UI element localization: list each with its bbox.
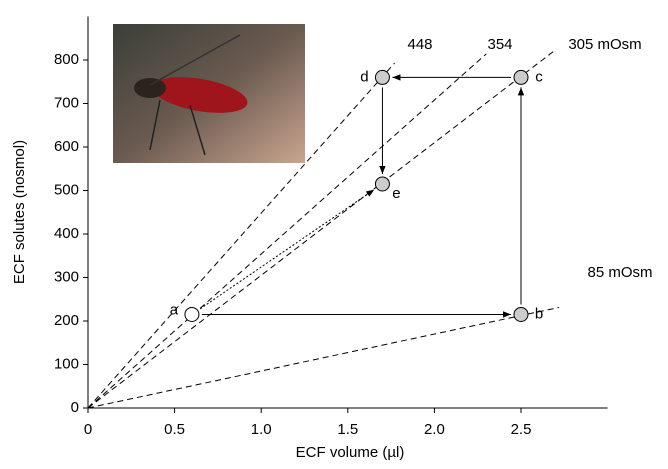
y-tick-label: 100: [54, 355, 79, 372]
x-tick-label: 1.0: [251, 421, 272, 438]
point-label: d: [360, 68, 368, 85]
point: [185, 307, 199, 321]
y-tick-label: 700: [54, 94, 79, 111]
point-label: e: [392, 185, 400, 202]
isosmotic-label: 85 mOsm: [587, 264, 652, 281]
page: {"chart_data": {"type": "scatter", "x_la…: [0, 0, 668, 464]
x-tick-label: 0: [84, 421, 92, 438]
x-tick-label: 2.0: [424, 421, 445, 438]
x-tick-label: 1.5: [337, 421, 358, 438]
point-label: a: [170, 301, 179, 318]
isosmotic-line: [88, 307, 559, 408]
chart: ECF volume (µl) ECF solutes (nosmol) 0 0.…: [0, 0, 668, 464]
x-tick-label: 2.5: [511, 421, 532, 438]
mosquito-photo: [113, 24, 305, 163]
y-tick-label: 0: [71, 399, 79, 416]
point-label: b: [535, 305, 543, 322]
point: [514, 307, 528, 321]
x-axis-title: ECF volume (µl): [296, 444, 405, 461]
y-tick-label: 600: [54, 138, 79, 155]
x-tick-label: 0.5: [164, 421, 185, 438]
y-tick-label: 300: [54, 268, 79, 285]
point: [375, 70, 389, 84]
isosmotic-label: 305 mOsm: [568, 36, 641, 53]
y-tick-label: 800: [54, 51, 79, 68]
y-tick-label: 200: [54, 312, 79, 329]
point: [514, 70, 528, 84]
y-axis-title: ECF solutes (nosmol): [11, 140, 28, 284]
isosmotic-label: 354: [487, 36, 512, 53]
isosmotic-label: 448: [407, 36, 432, 53]
point: [375, 177, 389, 191]
y-tick-label: 400: [54, 225, 79, 242]
transition-arrow: [200, 190, 374, 309]
y-tick-label: 500: [54, 181, 79, 198]
point-label: c: [535, 68, 543, 85]
